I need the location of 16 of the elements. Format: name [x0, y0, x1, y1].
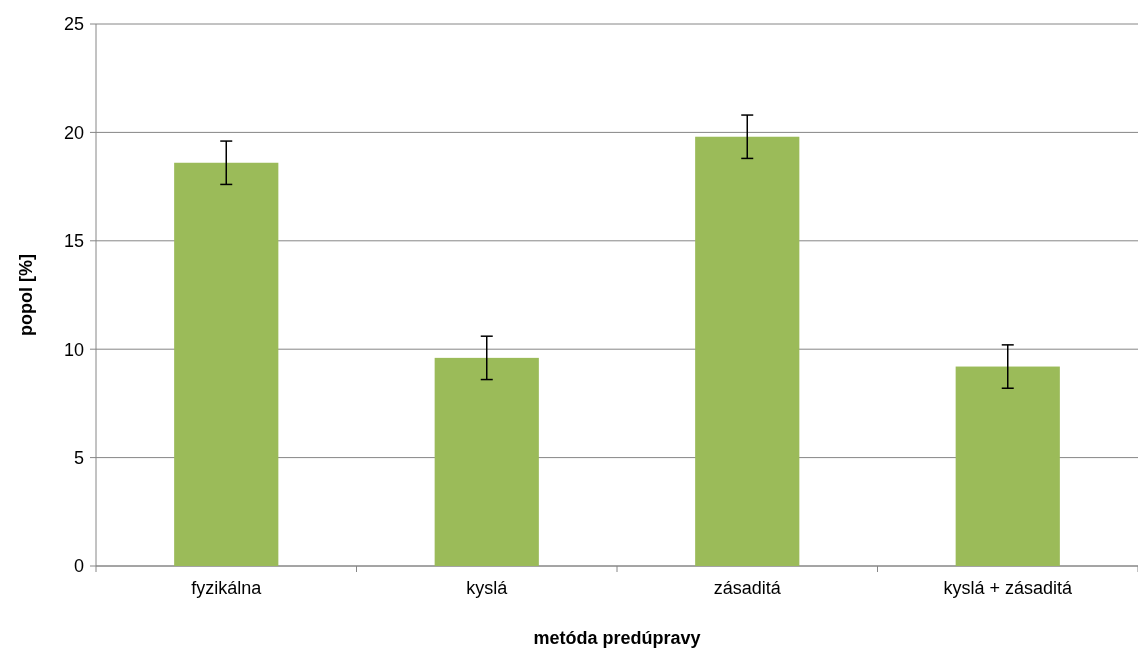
x-tick-label: kyslá [466, 578, 509, 598]
y-tick-label: 10 [63, 339, 84, 360]
bar [434, 357, 539, 566]
y-axis-title: popol [%] [16, 254, 36, 336]
y-tick-label: 5 [73, 447, 84, 468]
y-tick-label: 25 [63, 14, 84, 35]
x-tick-label: fyzikálna [191, 578, 263, 598]
x-axis-title: metóda predúpravy [533, 628, 701, 648]
bar [695, 136, 800, 566]
bar [174, 162, 279, 566]
x-tick-label: zásaditá [713, 578, 782, 598]
y-tick-label: 15 [63, 231, 84, 252]
x-tick-label: kyslá + zásaditá [943, 578, 1074, 598]
y-tick-label: 20 [63, 122, 84, 143]
y-tick-label: 0 [73, 556, 84, 577]
bar [955, 366, 1060, 566]
